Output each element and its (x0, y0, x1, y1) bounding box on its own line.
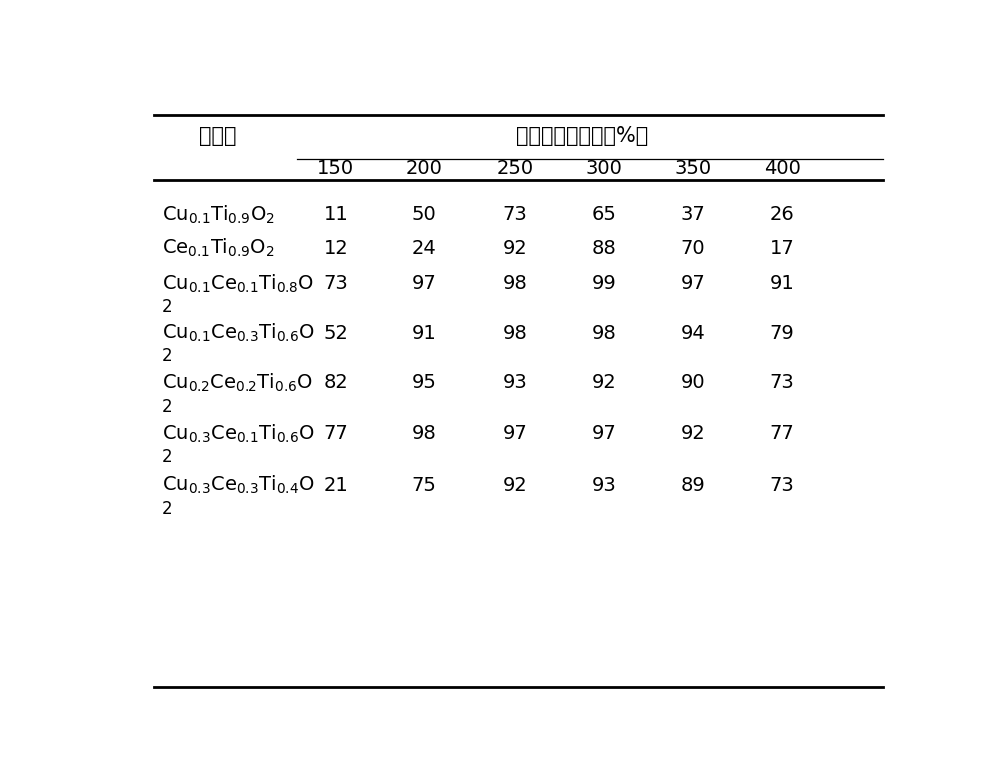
Text: 52: 52 (323, 324, 348, 343)
Text: $\mathregular{Cu_{0.1}Ti_{0.9}O_2}$: $\mathregular{Cu_{0.1}Ti_{0.9}O_2}$ (162, 204, 275, 226)
Text: 26: 26 (770, 205, 795, 224)
Text: 73: 73 (770, 476, 795, 495)
Text: 73: 73 (502, 205, 527, 224)
Text: 98: 98 (412, 424, 437, 444)
Text: $\mathregular{Cu_{0.2}Ce_{0.2}Ti_{0.6}O}$: $\mathregular{Cu_{0.2}Ce_{0.2}Ti_{0.6}O}… (162, 372, 313, 394)
Text: 12: 12 (323, 238, 348, 257)
Text: 2: 2 (162, 448, 173, 466)
Text: $\mathregular{Cu_{0.3}Ce_{0.3}Ti_{0.4}O}$: $\mathregular{Cu_{0.3}Ce_{0.3}Ti_{0.4}O}… (162, 474, 315, 496)
Text: 250: 250 (496, 159, 533, 179)
Text: 73: 73 (323, 274, 348, 293)
Text: 97: 97 (681, 274, 705, 293)
Text: 2: 2 (162, 347, 173, 365)
Text: 75: 75 (412, 476, 437, 495)
Text: 70: 70 (681, 238, 705, 257)
Text: 2: 2 (162, 298, 173, 316)
Text: 98: 98 (502, 274, 527, 293)
Text: 2: 2 (162, 500, 173, 517)
Text: 91: 91 (770, 274, 795, 293)
Text: 77: 77 (770, 424, 795, 444)
Text: 92: 92 (502, 238, 527, 257)
Text: 400: 400 (764, 159, 801, 179)
Text: 17: 17 (770, 238, 795, 257)
Text: 98: 98 (502, 324, 527, 343)
Text: 150: 150 (317, 159, 354, 179)
Text: 95: 95 (412, 373, 437, 392)
Text: 97: 97 (412, 274, 437, 293)
Text: 92: 92 (592, 373, 616, 392)
Text: 82: 82 (323, 373, 348, 392)
Text: 73: 73 (770, 373, 795, 392)
Text: 93: 93 (592, 476, 616, 495)
Text: 99: 99 (592, 274, 616, 293)
Text: 50: 50 (412, 205, 437, 224)
Text: 200: 200 (406, 159, 443, 179)
Text: 92: 92 (681, 424, 705, 444)
Text: 氮氧化物转化率（%）: 氮氧化物转化率（%） (516, 126, 648, 147)
Text: 300: 300 (586, 159, 622, 179)
Text: 350: 350 (675, 159, 712, 179)
Text: 37: 37 (681, 205, 705, 224)
Text: 97: 97 (502, 424, 527, 444)
Text: 92: 92 (502, 476, 527, 495)
Text: 89: 89 (681, 476, 705, 495)
Text: 93: 93 (502, 373, 527, 392)
Text: 97: 97 (592, 424, 616, 444)
Text: 88: 88 (592, 238, 616, 257)
Text: 2: 2 (162, 397, 173, 416)
Text: $\mathregular{Cu_{0.1}Ce_{0.1}Ti_{0.8}O}$: $\mathregular{Cu_{0.1}Ce_{0.1}Ti_{0.8}O}… (162, 273, 314, 295)
Text: $\mathregular{Cu_{0.1}Ce_{0.3}Ti_{0.6}O}$: $\mathregular{Cu_{0.1}Ce_{0.3}Ti_{0.6}O}… (162, 322, 315, 344)
Text: 91: 91 (412, 324, 437, 343)
Text: 77: 77 (323, 424, 348, 444)
Text: 98: 98 (592, 324, 616, 343)
Text: 94: 94 (681, 324, 705, 343)
Text: 11: 11 (323, 205, 348, 224)
Text: 21: 21 (323, 476, 348, 495)
Text: 79: 79 (770, 324, 795, 343)
Text: 24: 24 (412, 238, 437, 257)
Text: 90: 90 (681, 373, 705, 392)
Text: $\mathregular{Ce_{0.1}Ti_{0.9}O_2}$: $\mathregular{Ce_{0.1}Ti_{0.9}O_2}$ (162, 237, 275, 260)
Text: $\mathregular{Cu_{0.3}Ce_{0.1}Ti_{0.6}O}$: $\mathregular{Cu_{0.3}Ce_{0.1}Ti_{0.6}O}… (162, 423, 315, 445)
Text: 催化剂: 催化剂 (199, 126, 237, 147)
Text: 65: 65 (592, 205, 616, 224)
